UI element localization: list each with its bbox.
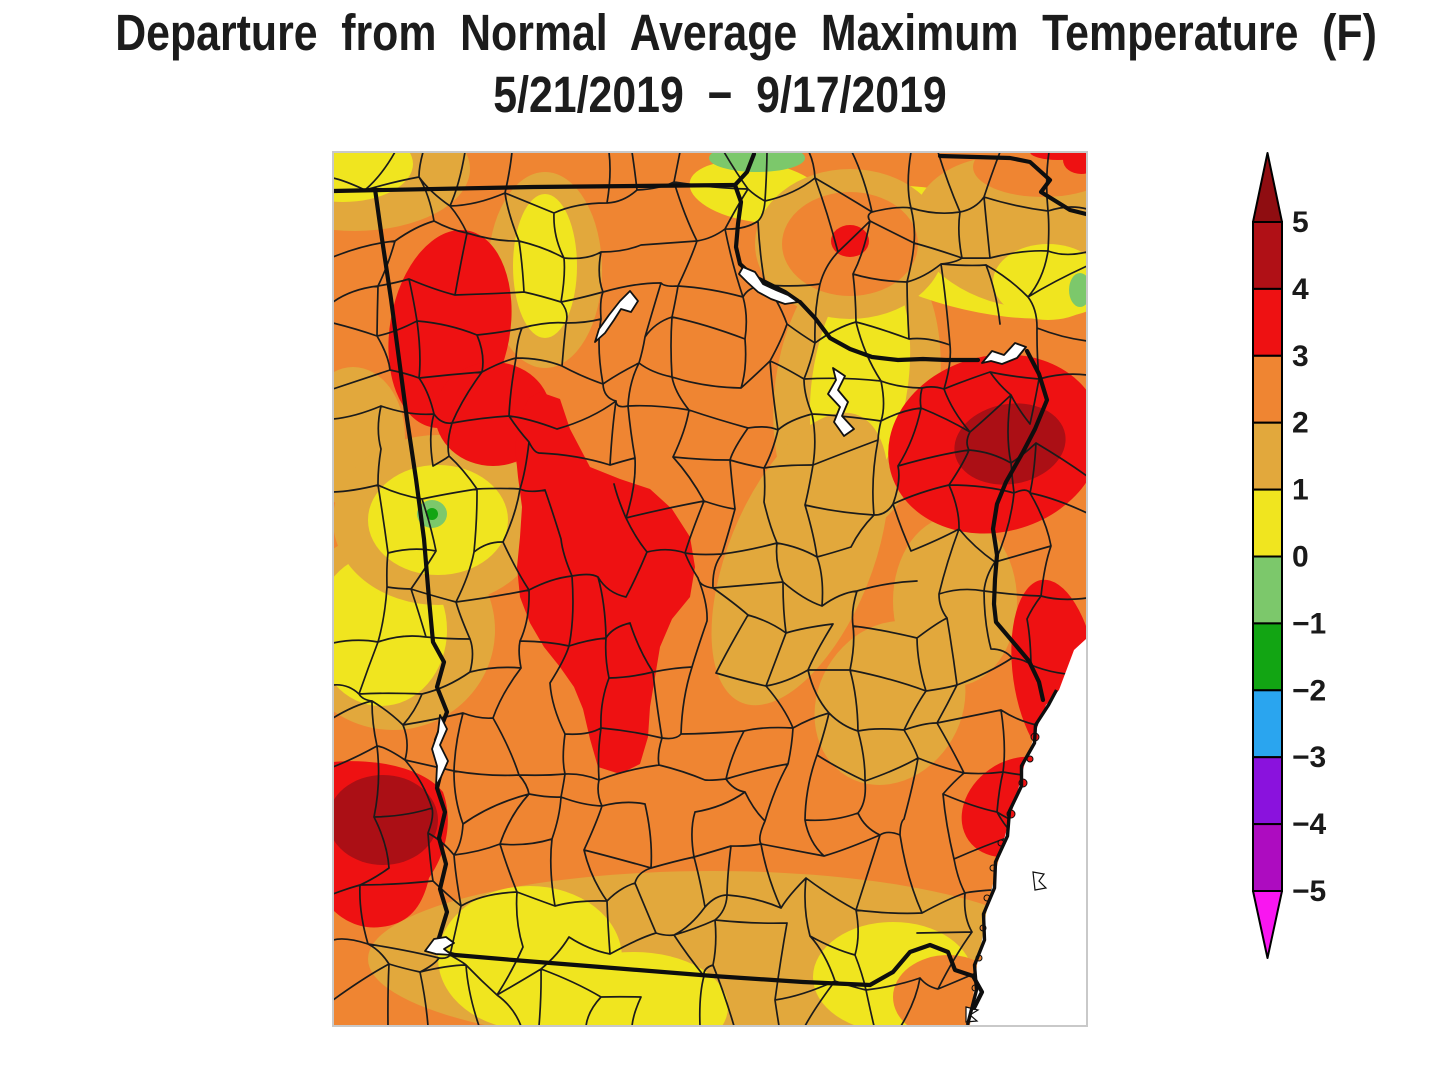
legend-bar-segment [1252, 622, 1283, 692]
title-line-1: Departure from Normal Average Maximum Te… [115, 4, 1377, 61]
title-line-2: 5/21/2019 − 9/17/2019 [493, 66, 947, 123]
walter-f-george [431, 714, 449, 787]
legend-tick-label: 4 [1292, 273, 1309, 306]
anomaly-blob [711, 412, 889, 706]
legend-tick-label: 1 [1292, 474, 1309, 507]
legend-arrow-top [1252, 152, 1283, 223]
coastal-inlet [1032, 871, 1048, 891]
legend-bar-segment [1252, 756, 1283, 826]
color-scale-legend: 5 4 3 2 1 0 −1 −2 −3 −4 −5 [1252, 152, 1327, 959]
lake-lanier [594, 290, 639, 343]
lake-seminole [424, 936, 455, 956]
legend-bar-segment [1252, 823, 1283, 892]
state-border-segment [797, 299, 981, 363]
clarks-hill-lake [981, 342, 1027, 365]
legend-bar-segment [1252, 488, 1283, 558]
anomaly-blob [709, 152, 805, 172]
legend-tick-label: −3 [1292, 741, 1326, 774]
state-border-segment [732, 182, 801, 304]
state-border-segment [937, 153, 1087, 217]
anomaly-blob [1063, 152, 1087, 174]
lake-hartwell [738, 266, 799, 305]
state-border-segment [372, 186, 450, 955]
legend-bar-segment [1252, 421, 1283, 491]
legend-tick-label: −1 [1292, 607, 1326, 640]
legend-tick-label: −4 [1292, 808, 1327, 841]
legend-tick-label: −5 [1292, 875, 1326, 908]
coastline-border [965, 689, 1058, 1026]
state-border-segment [440, 942, 985, 1011]
legend-tick-label: 0 [1292, 541, 1309, 574]
state-border-segment [333, 182, 738, 194]
legend-tick-label: 2 [1292, 407, 1309, 440]
figure-title: Departure from Normal Average Maximum Te… [0, 2, 1440, 126]
state-border-segment [732, 152, 757, 188]
anomaly-blob [515, 392, 695, 774]
legend-arrow-bottom [1252, 890, 1283, 959]
georgia-anomaly-map [333, 152, 1087, 1026]
legend-bar-segment [1252, 287, 1283, 357]
county-boundaries [333, 152, 1087, 1026]
legend-tick-label: 5 [1292, 206, 1309, 239]
legend-tick-label: −2 [1292, 674, 1326, 707]
anomaly-blob [993, 244, 1087, 320]
anomaly-regions [333, 152, 1087, 1026]
anomaly-blob [973, 152, 1087, 197]
legend-bar-segment [1252, 354, 1283, 424]
state-borders [333, 152, 1087, 1011]
legend-tick-label: 3 [1292, 340, 1309, 373]
legend-bar-segment [1252, 689, 1283, 759]
lake-oconee-sinclair [827, 367, 855, 437]
atlantic-ocean [970, 639, 1087, 1026]
anomaly-blob [333, 775, 438, 865]
anomaly-blob [538, 952, 728, 1026]
anomaly-blob [426, 508, 438, 520]
map-frame [332, 151, 1088, 1027]
legend-bar-segment [1252, 221, 1283, 290]
anomaly-blob [1069, 273, 1087, 307]
state-border-segment [990, 348, 1050, 703]
legend-bar-segment [1252, 555, 1283, 625]
